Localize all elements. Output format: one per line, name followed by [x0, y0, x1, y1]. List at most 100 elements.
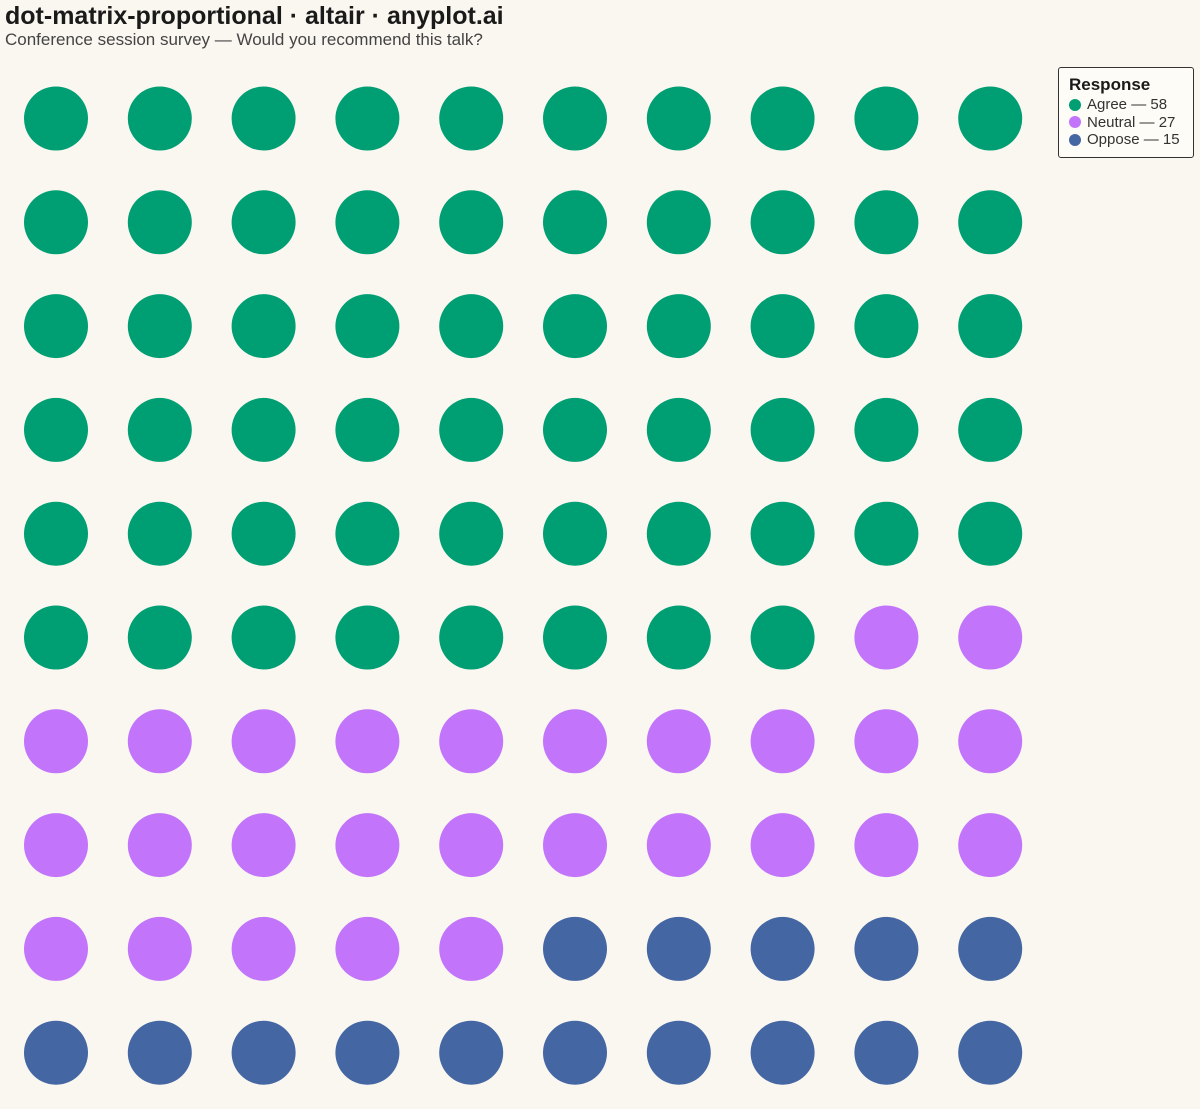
dot-agree — [231, 501, 296, 566]
dot-neutral — [127, 916, 192, 981]
dot-agree — [24, 501, 88, 566]
dot-neutral — [854, 605, 919, 670]
legend-swatch-agree — [1069, 98, 1081, 111]
dot-neutral — [24, 916, 88, 981]
dot-agree — [335, 501, 400, 566]
dot-agree — [958, 397, 1023, 462]
dot-neutral — [543, 813, 607, 878]
dot-oppose — [646, 916, 711, 981]
dot-agree — [750, 605, 815, 670]
legend-swatch-neutral — [1069, 116, 1081, 129]
dot-agree — [750, 501, 815, 566]
dot-neutral — [439, 813, 504, 878]
legend-swatch-oppose — [1069, 133, 1081, 146]
dot-oppose — [231, 1020, 296, 1085]
dot-agree — [543, 190, 607, 255]
dot-agree — [958, 190, 1023, 255]
dot-oppose — [958, 916, 1023, 981]
dot-agree — [958, 86, 1023, 151]
dot-oppose — [127, 1020, 192, 1085]
dot-oppose — [335, 1020, 400, 1085]
dot-neutral — [646, 709, 711, 774]
dot-agree — [854, 501, 919, 566]
dot-agree — [127, 86, 192, 151]
dot-agree — [439, 501, 504, 566]
dot-oppose — [24, 1020, 88, 1085]
legend-label-oppose: Oppose — 15 — [1087, 131, 1180, 149]
dot-agree — [24, 397, 88, 462]
dot-agree — [24, 605, 88, 670]
dot-agree — [543, 605, 607, 670]
chart-title: dot-matrix-proportional · altair · anypl… — [5, 2, 504, 30]
dot-neutral — [854, 813, 919, 878]
dot-agree — [231, 397, 296, 462]
legend-label-neutral: Neutral — 27 — [1087, 113, 1176, 131]
dot-agree — [231, 605, 296, 670]
legend-item-neutral: Neutral — 27 — [1069, 114, 1193, 132]
dot-agree — [543, 294, 607, 359]
dot-agree — [24, 294, 88, 359]
dot-agree — [439, 294, 504, 359]
dot-oppose — [750, 916, 815, 981]
dot-neutral — [543, 709, 607, 774]
dot-agree — [750, 86, 815, 151]
dot-agree — [439, 86, 504, 151]
dot-agree — [231, 86, 296, 151]
dot-agree — [231, 190, 296, 255]
dot-neutral — [854, 709, 919, 774]
dot-agree — [958, 294, 1023, 359]
dot-neutral — [24, 709, 88, 774]
dot-agree — [335, 190, 400, 255]
legend: Response Agree — 58 Neutral — 27 Oppose … — [1058, 67, 1194, 158]
dot-neutral — [127, 709, 192, 774]
dot-agree — [127, 605, 192, 670]
dot-agree — [854, 190, 919, 255]
dot-neutral — [335, 916, 400, 981]
dot-agree — [543, 397, 607, 462]
legend-item-oppose: Oppose — 15 — [1069, 131, 1193, 149]
legend-label-agree: Agree — 58 — [1087, 96, 1168, 114]
dot-neutral — [231, 709, 296, 774]
dot-oppose — [750, 1020, 815, 1085]
legend-title: Response — [1069, 75, 1151, 94]
dot-agree — [127, 501, 192, 566]
dot-neutral — [958, 813, 1023, 878]
dot-agree — [646, 501, 711, 566]
dot-agree — [750, 397, 815, 462]
dot-agree — [646, 294, 711, 359]
dot-agree — [543, 86, 607, 151]
dot-agree — [24, 86, 88, 151]
dot-oppose — [543, 1020, 607, 1085]
dot-oppose — [854, 916, 919, 981]
dot-neutral — [958, 605, 1023, 670]
dot-agree — [127, 190, 192, 255]
dot-neutral — [958, 709, 1023, 774]
dot-agree — [646, 86, 711, 151]
dot-neutral — [439, 916, 504, 981]
dot-agree — [335, 86, 400, 151]
dot-neutral — [231, 916, 296, 981]
dot-agree — [231, 294, 296, 359]
dot-agree — [543, 501, 607, 566]
dot-agree — [958, 501, 1023, 566]
dot-agree — [854, 397, 919, 462]
dot-agree — [750, 190, 815, 255]
dot-oppose — [646, 1020, 711, 1085]
dot-agree — [750, 294, 815, 359]
dot-agree — [646, 397, 711, 462]
dot-agree — [854, 294, 919, 359]
dot-neutral — [646, 813, 711, 878]
dot-agree — [854, 86, 919, 151]
chart-subtitle: Conference session survey — Would you re… — [5, 30, 483, 49]
dot-agree — [335, 294, 400, 359]
dot-agree — [335, 605, 400, 670]
dot-agree — [335, 397, 400, 462]
dot-oppose — [854, 1020, 919, 1085]
dot-agree — [439, 190, 504, 255]
dot-neutral — [439, 709, 504, 774]
dot-neutral — [24, 813, 88, 878]
legend-item-agree: Agree — 58 — [1069, 96, 1193, 114]
dot-agree — [127, 397, 192, 462]
dot-agree — [127, 294, 192, 359]
